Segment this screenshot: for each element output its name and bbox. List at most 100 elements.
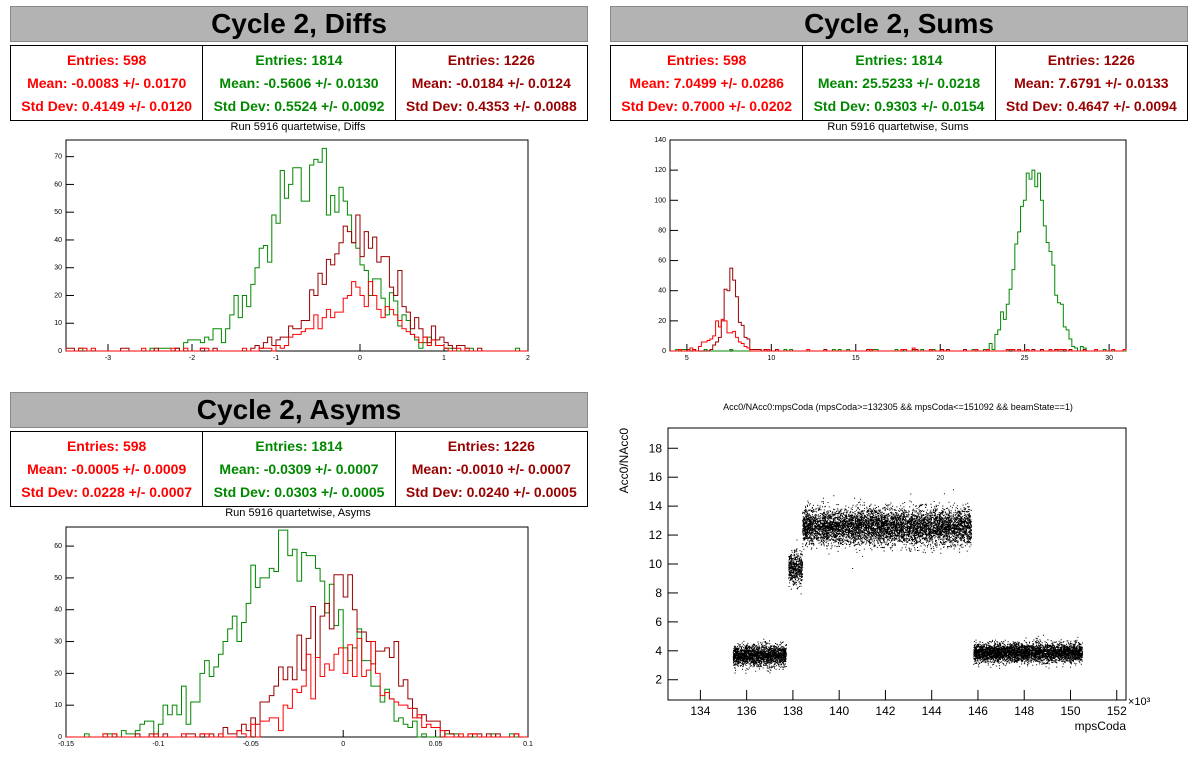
x-tick-label: 1 [442,355,446,362]
mean-label: Mean: -0.0005 +/- 0.0009 [27,460,187,477]
diffs-stats-red: Entries: 598 Mean: -0.0083 +/- 0.0170 St… [11,46,204,120]
stddev-label: Std Dev: 0.0228 +/- 0.0007 [21,484,193,501]
x-tick-label: 0.05 [429,741,443,748]
histogram-series [66,637,528,738]
stddev-label: Std Dev: 0.4149 +/- 0.0120 [21,98,193,115]
scatter-cluster [973,634,1083,669]
x-tick-label: 146 [968,704,988,718]
y-tick-label: 12 [649,528,663,542]
x-tick-label: -2 [189,355,195,362]
x-tick-label: 136 [737,704,757,718]
y-tick-label: 10 [54,702,62,709]
x-tick-label: 150 [1060,704,1080,718]
y-axis-label: Acc0/NAcc0 [617,428,631,494]
x-tick-label: 15 [852,355,860,362]
y-tick-label: 60 [54,543,62,550]
y-tick-label: 40 [54,607,62,614]
mean-label: Mean: -0.0309 +/- 0.0007 [219,460,379,477]
sums-title: Cycle 2, Sums [610,6,1188,42]
asyms-stats-red: Entries: 598 Mean: -0.0005 +/- 0.0009 St… [11,432,204,506]
x-tick-label: -3 [105,355,111,362]
diffs-stats-box: Entries: 598 Mean: -0.0083 +/- 0.0170 St… [10,45,588,121]
mean-label: Mean: -0.0184 +/- 0.0124 [411,74,571,91]
stddev-label: Std Dev: 0.4647 +/- 0.0094 [1005,98,1177,115]
asyms-subtitle: Run 5916 quartetwise, Asyms [225,507,371,519]
y-tick-label: 10 [649,557,663,571]
histogram-series [65,214,528,352]
asyms-stats-darkred: Entries: 1226 Mean: -0.0010 +/- 0.0007 S… [396,432,587,506]
sums-histogram: 0 20 40 60 80 100 120 140 5 10 15 20 25 30 [654,137,1127,362]
mean-label: Mean: 25.5233 +/- 0.0218 [817,74,981,91]
x-tick-label: 140 [829,704,849,718]
entries-label: Entries: 598 [66,51,147,68]
histogram-series [66,147,528,352]
x-axis-label: mpsCoda [1075,719,1127,733]
y-tick-label: 40 [658,288,666,295]
stddev-label: Std Dev: 0.0303 +/- 0.0005 [213,484,385,501]
entries-label: Entries: 1226 [447,437,535,454]
x-tick-label: 144 [922,704,942,718]
y-tick-label: 20 [54,292,62,299]
entries-label: Entries: 1226 [447,51,535,68]
y-tick-label: 20 [658,318,666,325]
entries-label: Entries: 598 [66,437,147,454]
entries-label: Entries: 1814 [855,51,943,68]
asyms-stats-box: Entries: 598 Mean: -0.0005 +/- 0.0009 St… [10,431,588,507]
scatter-cluster [802,489,972,569]
diffs-subtitle: Run 5916 quartetwise, Diffs [230,121,366,133]
y-tick-label: 50 [54,575,62,582]
y-tick-label: 120 [654,167,666,174]
entries-label: Entries: 598 [666,51,747,68]
y-tick-label: 50 [54,209,62,216]
y-tick-label: 100 [654,197,666,204]
sums-stats-red: Entries: 598 Mean: 7.0499 +/- 0.0286 Std… [611,46,804,120]
y-tick-label: 60 [658,258,666,265]
y-tick-label: 16 [649,470,663,484]
stddev-label: Std Dev: 0.0240 +/- 0.0005 [405,484,577,501]
y-tick-label: 4 [655,644,662,658]
x-tick-label: -1 [273,355,279,362]
x-scale-label: ×10³ [1128,696,1151,708]
y-tick-label: 2 [655,673,662,687]
plot-frame [65,526,529,738]
x-tick-label: 148 [1014,704,1034,718]
y-tick-label: 18 [649,441,663,455]
scatter-cluster [788,539,804,595]
x-tick-label: 0 [358,355,362,362]
histogram-series [66,574,528,738]
x-tick-label: -0.15 [58,741,74,748]
mean-label: Mean: 7.6791 +/- 0.0133 [1014,74,1169,91]
scatter-points [732,489,1083,674]
x-tick-label: 138 [783,704,803,718]
x-tick-label: -0.1 [152,741,164,748]
sums-subtitle: Run 5916 quartetwise, Sums [827,121,969,133]
x-tick-label: 134 [690,704,710,718]
histogram-series [670,169,1126,352]
histogram-series [66,529,528,738]
asyms-title: Cycle 2, Asyms [10,392,588,428]
y-tick-label: 14 [649,499,663,513]
y-tick-label: 6 [655,615,662,629]
scatter-title: Acc0/NAcc0:mpsCoda (mpsCoda>=132305 && m… [723,402,1073,412]
y-tick-label: 60 [54,181,62,188]
diffs-histogram: 0 10 20 30 40 50 60 70 -3 -2 -1 0 1 2 [54,139,530,362]
diffs-title: Cycle 2, Diffs [10,6,588,42]
y-tick-label: 40 [54,237,62,244]
sums-stats-green: Entries: 1814 Mean: 25.5233 +/- 0.0218 S… [803,46,996,120]
y-tick-label: 0 [662,348,666,355]
y-tick-label: 30 [54,265,62,272]
y-tick-label: 0 [58,734,62,741]
entries-label: Entries: 1814 [255,51,343,68]
y-tick-label: 0 [58,348,62,355]
x-tick-label: 2 [526,355,530,362]
asyms-histogram: 0 10 20 30 40 50 60 -0.15 -0.1 -0.05 0 0.05 0.1 [54,526,533,748]
y-tick-label: 30 [54,639,62,646]
y-tick-label: 80 [658,227,666,234]
mean-label: Mean: -0.0083 +/- 0.0170 [27,74,187,91]
sums-stats-darkred: Entries: 1226 Mean: 7.6791 +/- 0.0133 St… [996,46,1187,120]
x-tick-label: 5 [685,355,689,362]
x-tick-label: 152 [1107,704,1127,718]
y-tick-label: 20 [54,670,62,677]
x-tick-label: 30 [1105,355,1113,362]
histogram-series [66,281,528,352]
